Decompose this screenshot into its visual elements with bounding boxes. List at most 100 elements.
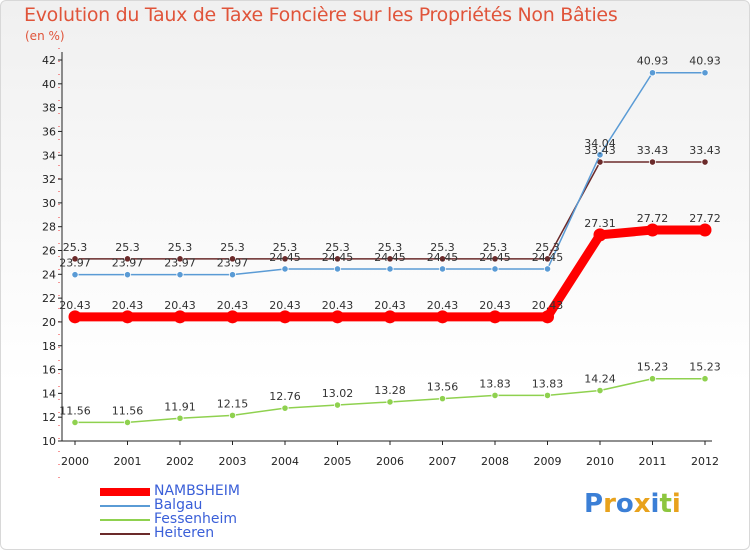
data-point-nambsheim[interactable] bbox=[488, 310, 502, 324]
data-point-heiteren[interactable] bbox=[386, 255, 394, 263]
legend-label: Balgau bbox=[154, 497, 203, 513]
y-tick-label: 22 bbox=[42, 292, 56, 305]
logo-letter: t bbox=[659, 489, 672, 519]
data-point-balgau[interactable] bbox=[123, 271, 132, 279]
data-label-fessenheim: 12.15 bbox=[217, 397, 249, 410]
data-point-balgau[interactable] bbox=[281, 265, 289, 273]
logo-letter: P bbox=[584, 489, 604, 519]
legend-swatch bbox=[100, 519, 150, 521]
data-point-heiteren[interactable] bbox=[71, 255, 79, 263]
data-point-nambsheim[interactable] bbox=[278, 310, 292, 324]
data-point-balgau[interactable] bbox=[438, 265, 447, 273]
data-point-balgau[interactable] bbox=[386, 265, 394, 273]
data-point-nambsheim[interactable] bbox=[646, 223, 659, 237]
data-point-heiteren[interactable] bbox=[438, 255, 447, 263]
data-point-fessenheim[interactable] bbox=[123, 418, 132, 427]
y-tick-label: 30 bbox=[42, 197, 56, 210]
data-point-heiteren[interactable] bbox=[281, 255, 289, 263]
data-point-fessenheim[interactable] bbox=[71, 418, 79, 427]
y-tick-label: 20 bbox=[42, 316, 56, 329]
x-tick-label: 2007 bbox=[429, 455, 457, 468]
series-heiteren bbox=[71, 158, 709, 263]
data-point-nambsheim[interactable] bbox=[331, 310, 344, 324]
logo-letter: r bbox=[603, 489, 616, 519]
data-label-heiteren: 25.3 bbox=[378, 241, 403, 254]
data-point-fessenheim[interactable] bbox=[176, 414, 184, 422]
data-point-fessenheim[interactable] bbox=[333, 401, 342, 409]
data-point-fessenheim[interactable] bbox=[386, 398, 394, 406]
proxiti-logo: Proxiti bbox=[584, 489, 681, 519]
axes: 10 12 14 16 18 20 22 24 26 28 30 32 34 36 38 40 42 2000 20… bbox=[42, 48, 719, 480]
data-point-heiteren[interactable] bbox=[701, 158, 709, 166]
data-point-balgau[interactable] bbox=[648, 69, 657, 77]
y-tick-label: 14 bbox=[42, 387, 56, 400]
data-point-heiteren[interactable] bbox=[228, 255, 237, 263]
series-layer bbox=[68, 69, 712, 427]
data-label-balgau: 23.97 bbox=[217, 257, 249, 270]
data-point-heiteren[interactable] bbox=[491, 255, 499, 263]
x-tick-label: 2011 bbox=[639, 455, 667, 468]
data-point-fessenheim[interactable] bbox=[491, 391, 499, 399]
data-label-fessenheim: 14.24 bbox=[584, 373, 616, 386]
data-label-nambsheim: 20.43 bbox=[374, 299, 406, 312]
data-label-balgau: 34.04 bbox=[584, 137, 616, 150]
legend-swatch bbox=[100, 533, 150, 535]
data-label-fessenheim: 11.56 bbox=[59, 404, 91, 417]
data-point-balgau[interactable] bbox=[333, 265, 342, 273]
data-point-heiteren[interactable] bbox=[123, 255, 132, 263]
data-point-heiteren[interactable] bbox=[333, 255, 342, 263]
data-point-nambsheim[interactable] bbox=[698, 223, 712, 237]
y-tick-label: 10 bbox=[42, 435, 56, 448]
y-tick-label: 28 bbox=[42, 221, 56, 234]
data-label-heiteren: 25.3 bbox=[483, 241, 508, 254]
y-tick-label: 38 bbox=[42, 102, 56, 115]
y-tick-label: 26 bbox=[42, 245, 56, 258]
data-point-balgau[interactable] bbox=[701, 69, 709, 77]
data-point-nambsheim[interactable] bbox=[593, 228, 607, 242]
data-point-fessenheim[interactable] bbox=[228, 411, 237, 420]
data-point-heiteren[interactable] bbox=[543, 255, 552, 263]
data-point-fessenheim[interactable] bbox=[648, 375, 657, 383]
data-point-nambsheim[interactable] bbox=[436, 310, 449, 324]
data-point-nambsheim[interactable] bbox=[68, 310, 82, 324]
data-point-nambsheim[interactable] bbox=[226, 310, 239, 324]
data-label-heiteren: 33.43 bbox=[637, 144, 669, 157]
data-point-nambsheim[interactable] bbox=[541, 310, 554, 324]
series-balgau bbox=[71, 69, 709, 279]
data-point-balgau[interactable] bbox=[596, 151, 604, 159]
data-point-balgau[interactable] bbox=[491, 265, 499, 273]
data-point-heiteren[interactable] bbox=[176, 255, 184, 263]
y-axis-unit-label: (en %) bbox=[25, 29, 65, 43]
data-point-fessenheim[interactable] bbox=[701, 375, 709, 383]
data-label-heiteren: 25.3 bbox=[63, 241, 88, 254]
data-point-fessenheim[interactable] bbox=[281, 404, 289, 412]
data-point-fessenheim[interactable] bbox=[596, 386, 604, 395]
data-point-nambsheim[interactable] bbox=[383, 310, 397, 324]
x-tick-label: 2002 bbox=[166, 455, 194, 468]
data-point-balgau[interactable] bbox=[228, 271, 237, 279]
data-label-fessenheim: 12.76 bbox=[269, 390, 301, 403]
data-label-balgau: 23.97 bbox=[112, 257, 144, 270]
data-label-balgau: 23.97 bbox=[164, 257, 196, 270]
data-point-heiteren[interactable] bbox=[648, 158, 657, 166]
data-label-nambsheim: 27.31 bbox=[584, 217, 616, 230]
data-point-balgau[interactable] bbox=[543, 265, 552, 273]
data-point-fessenheim[interactable] bbox=[438, 395, 447, 403]
data-point-fessenheim[interactable] bbox=[543, 391, 552, 399]
y-tick-label: 16 bbox=[42, 364, 56, 377]
data-label-nambsheim: 20.43 bbox=[164, 299, 196, 312]
data-label-nambsheim: 20.43 bbox=[59, 299, 91, 312]
data-label-fessenheim: 13.83 bbox=[532, 377, 564, 390]
data-label-heiteren: 25.3 bbox=[115, 241, 140, 254]
data-label-heiteren: 25.3 bbox=[325, 241, 350, 254]
y-tick-label: 32 bbox=[42, 173, 56, 186]
data-point-nambsheim[interactable] bbox=[173, 310, 187, 324]
data-label-heiteren: 25.3 bbox=[168, 241, 193, 254]
data-point-balgau[interactable] bbox=[176, 271, 184, 279]
data-point-nambsheim[interactable] bbox=[121, 310, 134, 324]
line-chart: 10 12 14 16 18 20 22 24 26 28 30 32 34 36 38 40 42 2000 20… bbox=[42, 48, 721, 480]
data-label-fessenheim: 13.83 bbox=[479, 377, 511, 390]
data-label-heiteren: 33.43 bbox=[689, 144, 721, 157]
legend-swatch bbox=[100, 488, 150, 496]
data-point-balgau[interactable] bbox=[71, 271, 79, 279]
